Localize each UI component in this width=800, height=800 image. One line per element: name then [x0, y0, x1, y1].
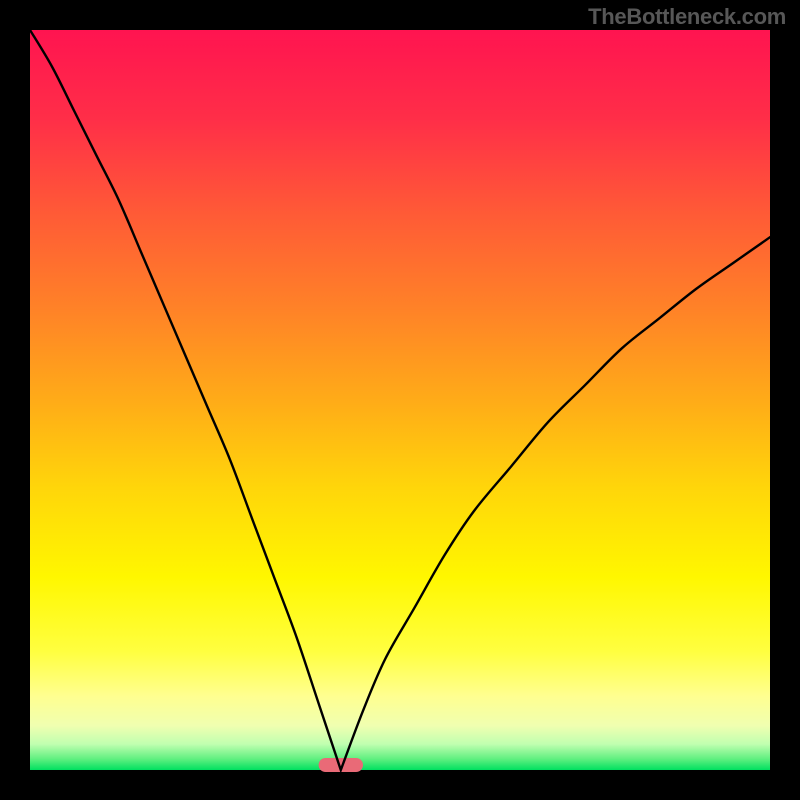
chart-container: { "watermark": { "text": "TheBottleneck.… [0, 0, 800, 800]
bottleneck-chart [0, 0, 800, 800]
watermark-text: TheBottleneck.com [588, 4, 786, 30]
plot-background [30, 30, 770, 770]
